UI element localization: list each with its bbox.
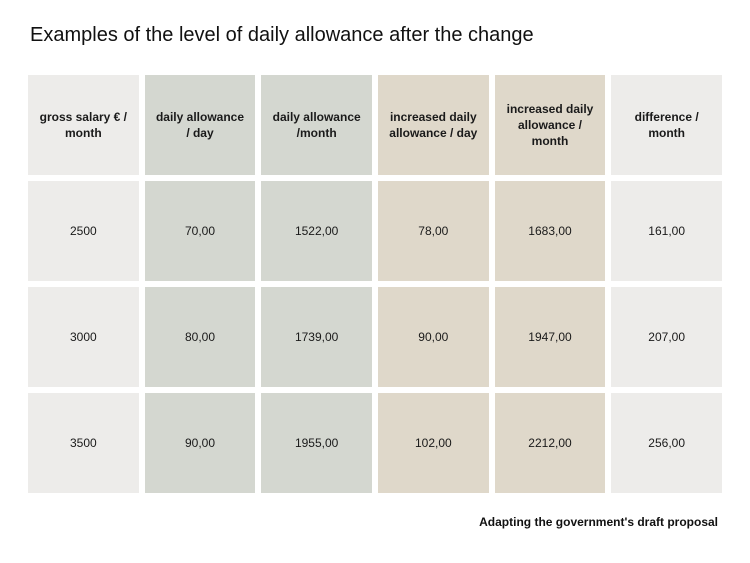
cell-daily_month: 1739,00: [261, 287, 372, 387]
page-title: Examples of the level of daily allowance…: [30, 24, 722, 47]
col-header-inc_day: increased daily allowance / day: [378, 75, 489, 175]
col-header-daily_day: daily allowance / day: [145, 75, 256, 175]
cell-daily_month: 1955,00: [261, 393, 372, 493]
allowance-table: gross salary € / monthdaily allowance / …: [28, 75, 722, 493]
cell-daily_day: 80,00: [145, 287, 256, 387]
cell-daily_month: 1522,00: [261, 181, 372, 281]
col-header-daily_month: daily allowance /month: [261, 75, 372, 175]
cell-daily_day: 90,00: [145, 393, 256, 493]
col-header-diff: difference / month: [611, 75, 722, 175]
footnote: Adapting the government's draft proposal: [28, 515, 722, 529]
page-container: Examples of the level of daily allowance…: [0, 0, 750, 529]
col-header-gross: gross salary € / month: [28, 75, 139, 175]
cell-diff: 161,00: [611, 181, 722, 281]
cell-inc_day: 90,00: [378, 287, 489, 387]
cell-gross: 3000: [28, 287, 139, 387]
cell-inc_month: 1683,00: [495, 181, 606, 281]
cell-inc_month: 2212,00: [495, 393, 606, 493]
cell-gross: 3500: [28, 393, 139, 493]
cell-inc_day: 78,00: [378, 181, 489, 281]
cell-gross: 2500: [28, 181, 139, 281]
col-header-inc_month: increased daily allowance / month: [495, 75, 606, 175]
cell-inc_month: 1947,00: [495, 287, 606, 387]
cell-daily_day: 70,00: [145, 181, 256, 281]
cell-diff: 207,00: [611, 287, 722, 387]
cell-inc_day: 102,00: [378, 393, 489, 493]
cell-diff: 256,00: [611, 393, 722, 493]
